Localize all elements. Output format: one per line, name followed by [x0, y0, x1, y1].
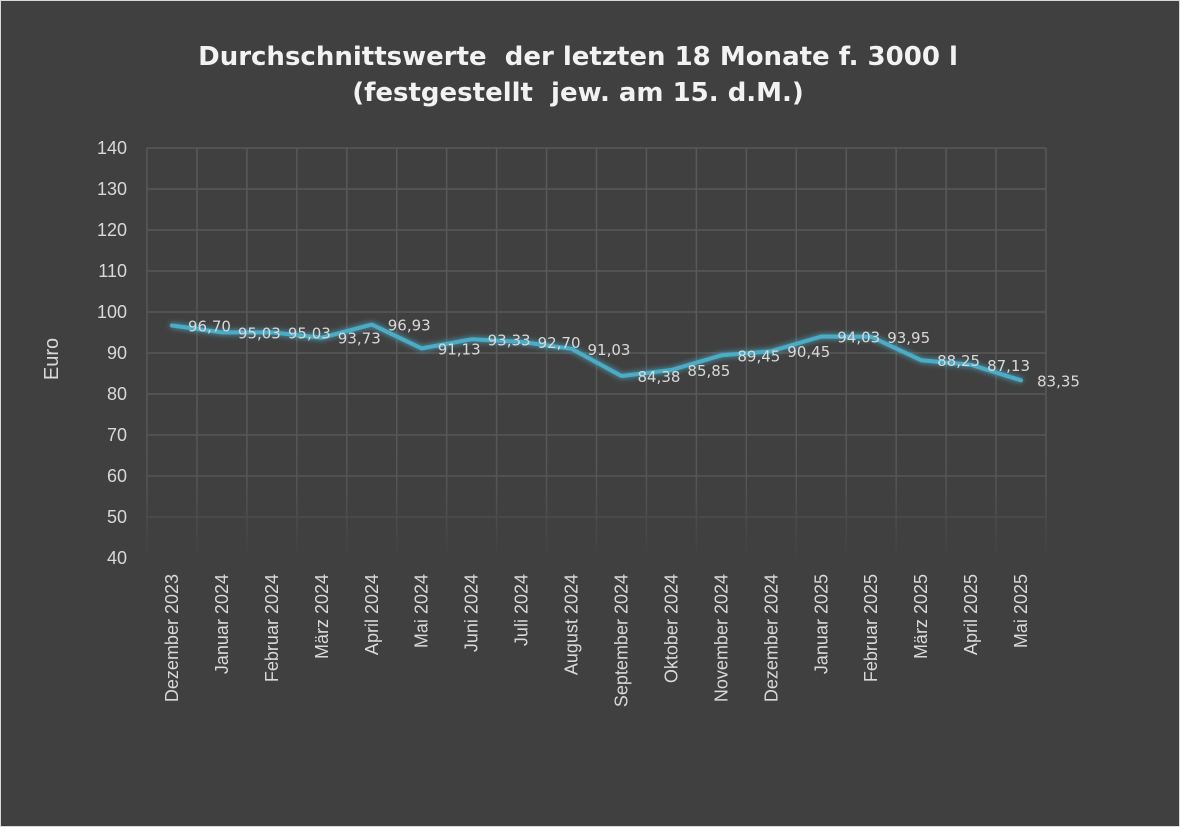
- y-tick-label: 120: [97, 220, 127, 240]
- x-tick-label: April 2025: [961, 574, 981, 655]
- x-axis-ticks: Dezember 2023 Januar 2024 Februar 2024 März…: [162, 574, 1031, 707]
- x-tick-label: Februar 2024: [262, 574, 282, 682]
- data-label: 95,03: [238, 324, 281, 342]
- y-tick-label: 100: [97, 302, 127, 322]
- data-label: 89,45: [737, 347, 780, 365]
- chart-title: Durchschnittswerte der letzten 18 Monate…: [198, 42, 958, 72]
- data-label: 93,33: [488, 331, 531, 349]
- data-label: 94,03: [837, 328, 880, 346]
- x-tick-label: März 2025: [911, 574, 931, 659]
- data-label: 87,13: [987, 357, 1030, 375]
- y-tick-label: 110: [98, 261, 127, 281]
- chart-title-block: Durchschnittswerte der letzten 18 Monate…: [1, 39, 1155, 111]
- y-tick-label: 50: [107, 507, 127, 527]
- x-tick-label: September 2024: [611, 574, 631, 707]
- data-label: 91,13: [438, 340, 481, 358]
- x-tick-label: November 2024: [711, 574, 731, 702]
- x-tick-label: Oktober 2024: [661, 574, 681, 683]
- y-tick-label: 130: [97, 179, 127, 199]
- data-label: 92,70: [538, 334, 581, 352]
- grid-fade-overlay: [145, 394, 1048, 560]
- data-label: 91,03: [588, 341, 631, 359]
- data-labels: 96,70 95,03 95,03 93,73 96,93 91,13 93,33 92,70…: [188, 317, 1080, 391]
- x-tick-label: Februar 2025: [861, 574, 881, 682]
- data-label: 83,35: [1037, 372, 1080, 390]
- y-tick-label: 40: [107, 548, 127, 568]
- data-label: 93,95: [887, 329, 930, 347]
- x-tick-label: Mai 2024: [412, 574, 432, 648]
- y-tick-label: 70: [107, 425, 127, 445]
- series-line: [170, 322, 1023, 383]
- y-tick-label: 60: [107, 466, 127, 486]
- x-tick-label: April 2024: [362, 574, 382, 655]
- x-tick-label: März 2024: [312, 574, 332, 659]
- data-label: 85,85: [687, 362, 730, 380]
- data-label: 95,03: [288, 324, 331, 342]
- chart-subtitle: (festgestellt jew. am 15. d.M.): [352, 78, 804, 108]
- x-tick-label: Dezember 2024: [761, 574, 781, 702]
- y-tick-label: 90: [107, 343, 127, 363]
- y-tick-label: 140: [97, 138, 127, 158]
- y-axis-ticks: 40 50 60 70 80 90 100 110 120 130 140: [97, 138, 127, 568]
- x-tick-label: Januar 2024: [212, 574, 232, 674]
- y-axis-title: Euro: [41, 338, 63, 380]
- data-label: 96,93: [388, 317, 431, 335]
- x-tick-label: Mai 2025: [1011, 574, 1031, 648]
- data-label: 93,73: [338, 330, 381, 348]
- x-tick-label: Dezember 2023: [162, 574, 182, 702]
- data-label: 84,38: [637, 368, 680, 386]
- x-tick-label: Juni 2024: [462, 574, 482, 652]
- data-label: 96,70: [188, 318, 231, 336]
- y-tick-label: 80: [107, 384, 127, 404]
- x-tick-label: Januar 2025: [811, 574, 831, 674]
- data-label: 88,25: [937, 352, 980, 370]
- data-label: 90,45: [787, 343, 830, 361]
- x-tick-label: Juli 2024: [512, 574, 532, 646]
- x-tick-label: August 2024: [562, 574, 582, 675]
